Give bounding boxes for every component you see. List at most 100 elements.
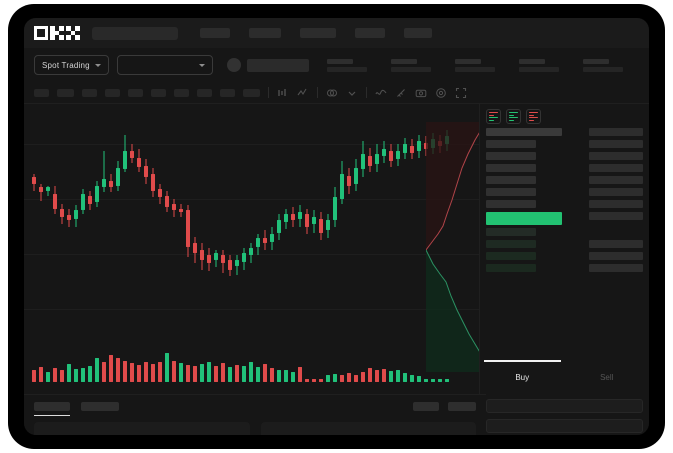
candle xyxy=(347,118,351,283)
candle-body xyxy=(228,259,232,270)
candle-body xyxy=(249,248,253,255)
candle xyxy=(74,118,78,283)
volume-bar xyxy=(354,374,358,382)
timeframe-5m[interactable] xyxy=(57,88,74,97)
line-chart-icon[interactable] xyxy=(375,87,387,99)
nav-item-4[interactable] xyxy=(355,28,385,38)
timeframe-1mo[interactable] xyxy=(220,88,235,97)
okx-logo[interactable] xyxy=(34,26,80,40)
volume-bar xyxy=(410,374,414,382)
settings-icon[interactable] xyxy=(435,87,447,99)
compare-icon[interactable] xyxy=(326,87,338,99)
orderbook-bid-row[interactable] xyxy=(486,240,643,249)
candle-body xyxy=(144,165,148,178)
orderbook-ask-row[interactable] xyxy=(486,152,643,161)
bottom-action-2[interactable] xyxy=(448,402,476,411)
nav-item-3[interactable] xyxy=(300,28,336,38)
tab-open-orders[interactable] xyxy=(34,402,70,416)
orderbook-ask-row[interactable] xyxy=(486,164,643,173)
nav-item-2[interactable] xyxy=(249,28,281,38)
volume-bar xyxy=(312,378,316,382)
orderbook-mode-bids-icon[interactable] xyxy=(506,109,521,124)
drawing-tools-icon[interactable] xyxy=(395,87,407,99)
candle-body xyxy=(88,195,92,204)
price-chart-pane[interactable] xyxy=(24,104,486,394)
camera-icon[interactable] xyxy=(415,87,427,99)
volume-bar xyxy=(284,370,288,382)
orderbook-bid-row[interactable] xyxy=(486,228,643,237)
tab-sell[interactable]: Sell xyxy=(600,372,614,382)
candle xyxy=(130,118,134,283)
market-type-select[interactable]: Spot Trading xyxy=(34,55,109,75)
order-amount-field[interactable] xyxy=(486,419,643,433)
candle xyxy=(333,118,337,283)
candle-body xyxy=(361,154,365,170)
timeframe-more[interactable] xyxy=(243,88,260,97)
timeframe-1m[interactable] xyxy=(34,88,49,97)
candle-body xyxy=(200,250,204,260)
volume-bar xyxy=(263,364,267,382)
timeframe-1h[interactable] xyxy=(128,88,143,97)
orderbook-ask-row[interactable] xyxy=(486,188,643,197)
orderbook-bid-row[interactable] xyxy=(486,252,643,261)
orderbook-bid-amount xyxy=(589,264,643,272)
orderbook-mode-asks-icon[interactable] xyxy=(526,109,541,124)
stat-last-price-label xyxy=(326,58,353,64)
chevron-down-icon[interactable] xyxy=(346,87,358,99)
timeframe-1w[interactable] xyxy=(197,88,212,97)
trading-pair-select[interactable] xyxy=(116,55,213,75)
chart-gridline xyxy=(24,309,486,310)
orderbook-view-modes xyxy=(480,104,649,128)
orderbook-ask-row[interactable] xyxy=(486,140,643,149)
tab-buy[interactable]: Buy xyxy=(480,360,565,394)
nav-item-5[interactable] xyxy=(404,28,432,38)
candle-body xyxy=(130,151,134,158)
candle xyxy=(305,118,309,283)
tab-order-history[interactable] xyxy=(81,402,119,411)
bottom-card-2[interactable] xyxy=(260,422,476,435)
volume-bar xyxy=(445,379,449,382)
candle-body xyxy=(186,210,190,247)
orderbook-ask-row[interactable] xyxy=(486,200,643,209)
volume-bar xyxy=(228,367,232,382)
volume-bar xyxy=(291,371,295,382)
volume-bar xyxy=(256,367,260,382)
nav-item-1[interactable] xyxy=(200,28,230,38)
order-price-field[interactable] xyxy=(486,399,643,413)
candle xyxy=(424,118,428,283)
volume-bar xyxy=(179,362,183,382)
volume-bar xyxy=(39,367,43,382)
indicator-icon[interactable] xyxy=(297,87,309,99)
orderbook-column-header[interactable] xyxy=(486,128,643,137)
candle-body xyxy=(32,177,36,184)
candle xyxy=(200,118,204,283)
candle-body xyxy=(172,203,176,211)
timeframe-1d[interactable] xyxy=(174,88,189,97)
volume-bar xyxy=(361,371,365,382)
candle xyxy=(249,118,253,283)
fullscreen-icon[interactable] xyxy=(455,87,467,99)
timeframe-15m[interactable] xyxy=(82,88,97,97)
candlestick-type-icon[interactable] xyxy=(277,87,289,99)
candle-body xyxy=(270,233,274,242)
volume-bar xyxy=(417,375,421,382)
app-screen: Spot Trading xyxy=(24,18,649,435)
candle xyxy=(214,118,218,283)
logo-glyph-k xyxy=(50,26,64,40)
candle-body xyxy=(46,187,50,191)
search-input[interactable] xyxy=(92,26,178,40)
timeframe-30m[interactable] xyxy=(105,88,120,97)
orderbook-ask-row[interactable] xyxy=(486,176,643,185)
top-navigation-bar xyxy=(24,18,649,48)
orderbook-mode-both-icon[interactable] xyxy=(486,109,501,124)
pair-symbol-label xyxy=(246,58,309,72)
timeframe-4h[interactable] xyxy=(151,88,166,97)
candle xyxy=(81,118,85,283)
bottom-card-1[interactable] xyxy=(34,422,250,435)
orderbook-bid-row[interactable] xyxy=(486,264,643,273)
candle-body xyxy=(340,174,344,199)
bottom-action-1[interactable] xyxy=(413,402,439,411)
candle-body xyxy=(67,215,71,221)
candle-body xyxy=(298,212,302,219)
stat-24h-high-label xyxy=(454,58,481,64)
